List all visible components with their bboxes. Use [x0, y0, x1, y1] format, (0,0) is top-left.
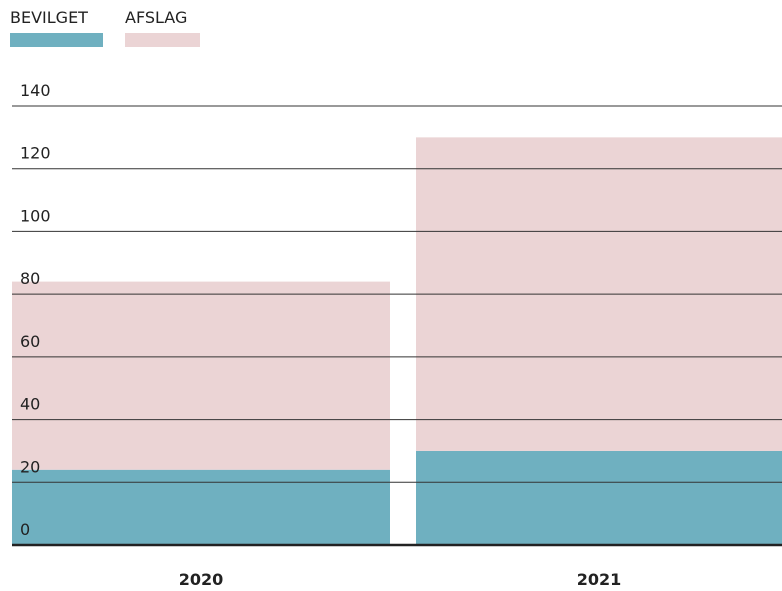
legend-label: AFSLAG — [125, 8, 187, 27]
legend-label: BEVILGET — [10, 8, 88, 27]
y-tick-label: 140 — [20, 81, 51, 100]
bar-segment — [12, 469, 390, 545]
bar-segment — [12, 281, 390, 470]
y-tick-label: 120 — [20, 144, 51, 163]
y-tick-label: 60 — [20, 332, 40, 351]
legend-swatch — [10, 33, 103, 47]
legend-swatch — [125, 33, 200, 47]
y-tick-label: 40 — [20, 395, 40, 414]
y-tick-label: 20 — [20, 457, 40, 476]
y-tick-label: 100 — [20, 206, 51, 225]
x-tick-label: 2021 — [577, 570, 622, 589]
x-tick-label: 2020 — [179, 570, 224, 589]
y-tick-label: 80 — [20, 269, 40, 288]
y-tick-label: 0 — [20, 520, 30, 539]
bar-segment — [416, 450, 782, 545]
